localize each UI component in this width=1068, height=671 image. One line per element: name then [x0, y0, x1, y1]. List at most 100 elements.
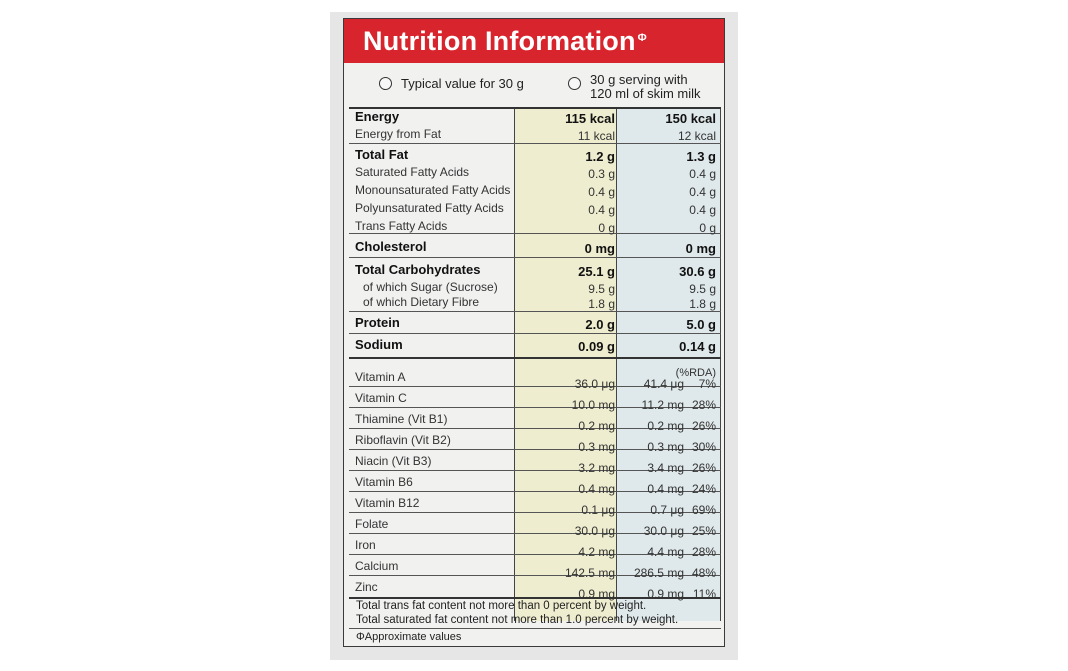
vitamin-amount-with-milk: 3.4 mg: [647, 461, 684, 475]
row-divider: [349, 233, 721, 234]
row-divider: [349, 386, 721, 387]
title-mark: Φ: [637, 32, 647, 44]
row-divider: [349, 470, 721, 471]
option-per-30g-radio-icon: [379, 77, 392, 90]
nutrient-label: Total Fat: [355, 147, 409, 162]
value-with-milk: 0 g: [699, 221, 716, 235]
option-with-milk-radio-icon: [568, 77, 581, 90]
option-per-30g-label: Typical value for 30 g: [401, 76, 524, 91]
row-divider: [349, 428, 721, 429]
vitamin-rda-percent: 11%: [692, 587, 716, 601]
vitamin-value-per-30g: 0.9 mg: [578, 587, 615, 601]
vitamin-value-per-30g: 4.2 mg: [578, 545, 615, 559]
nutrient-label: Energy from Fat: [355, 127, 442, 141]
vitamin-rda-percent: 26%: [691, 461, 716, 475]
value-with-milk: 12 kcal: [677, 129, 716, 143]
title-banner: Nutrition Information Φ: [344, 19, 724, 63]
vitamin-value-per-30g: 30.0 μg: [574, 524, 615, 538]
vitamin-label: Calcium: [355, 559, 399, 573]
value-per-30g: 25.1 g: [578, 264, 615, 279]
row-divider: [349, 512, 721, 513]
vitamin-value-per-30g: 0.2 mg: [578, 419, 615, 433]
vitamin-value-with-milk: 0.2 mg 26%: [626, 419, 716, 433]
value-per-30g: 1.8 g: [588, 297, 615, 311]
vitamin-label: Iron: [355, 538, 376, 552]
value-per-30g: 0.3 g: [588, 167, 615, 181]
value-per-30g: 2.0 g: [585, 317, 615, 332]
vitamin-value-with-milk: 11.2 mg 28%: [626, 398, 716, 412]
value-per-30g: 1.2 g: [585, 149, 615, 164]
row-divider: [349, 575, 721, 576]
value-with-milk: 9.5 g: [689, 282, 716, 296]
vitamin-value-with-milk: 0.7 μg 69%: [626, 503, 716, 517]
vitamin-value-with-milk: 30.0 μg 25%: [626, 524, 716, 538]
vitamin-label: Vitamin B6: [355, 475, 413, 489]
value-per-30g: 115 kcal: [565, 111, 615, 126]
value-with-milk: 1.8 g: [689, 297, 716, 311]
vitamin-rda-percent: 7%: [698, 377, 716, 391]
nutrient-label: Sodium: [355, 337, 403, 352]
value-per-30g: 0 g: [598, 221, 615, 235]
value-per-30g: 0.09 g: [578, 339, 615, 354]
vitamin-value-with-milk: 4.4 mg 28%: [626, 545, 716, 559]
value-with-milk: 30.6 g: [679, 264, 716, 279]
row-divider: [349, 333, 721, 334]
vitamin-label: Vitamin A: [355, 370, 406, 384]
row-divider: [349, 597, 721, 599]
option-with-milk-label-line2: 120 ml of skim milk: [590, 86, 701, 101]
vitamin-value-per-30g: 142.5 mg: [564, 566, 615, 580]
row-divider: [349, 407, 721, 408]
vitamin-value-with-milk: 0.4 mg 24%: [626, 482, 716, 496]
footnote-approximate: ΦApproximate values: [356, 631, 462, 643]
rda-header: (%RDA): [675, 367, 716, 379]
nutrient-label: Cholesterol: [355, 239, 427, 254]
vitamin-amount-with-milk: 0.7 μg: [650, 503, 684, 517]
value-per-30g: 0 mg: [584, 241, 615, 256]
nutrient-label: Total Carbohydrates: [355, 262, 481, 277]
vitamin-amount-with-milk: 4.4 mg: [647, 545, 684, 559]
vitamin-amount-with-milk: 0.3 mg: [647, 440, 684, 454]
row-divider: [349, 357, 721, 359]
vitamin-amount-with-milk: 11.2 mg: [641, 398, 684, 412]
vitamin-rda-percent: 30%: [691, 440, 716, 454]
panel-title: Nutrition Information: [363, 26, 636, 56]
row-divider: [349, 628, 721, 629]
nutrient-label: of which Sugar (Sucrose): [363, 280, 498, 294]
vitamin-label: Zinc: [355, 580, 378, 594]
column-per-30g: [514, 107, 617, 621]
vitamin-value-per-30g: 10.0 mg: [571, 398, 615, 412]
vitamin-rda-percent: 28%: [691, 545, 716, 559]
value-with-milk: 0.4 g: [689, 203, 716, 217]
nutrient-label: Monounsaturated Fatty Acids: [355, 183, 511, 197]
vitamin-label: Riboflavin (Vit B2): [355, 433, 451, 447]
vitamin-rda-percent: 26%: [691, 419, 716, 433]
vitamin-value-per-30g: 36.0 μg: [574, 377, 615, 391]
row-divider: [349, 491, 721, 492]
vitamin-amount-with-milk: 0.4 mg: [647, 482, 684, 496]
vitamin-value-with-milk: 0.3 mg 30%: [626, 440, 716, 454]
nutrient-label: Trans Fatty Acids: [355, 219, 448, 233]
vitamin-value-with-milk: 286.5 mg 48%: [626, 566, 716, 580]
vitamin-rda-percent: 28%: [691, 398, 716, 412]
value-with-milk: 150 kcal: [665, 111, 716, 126]
vitamin-amount-with-milk: 41.4 μg: [643, 377, 684, 391]
vitamin-value-per-30g: 3.2 mg: [578, 461, 615, 475]
value-with-milk: 5.0 g: [686, 317, 716, 332]
value-per-30g: 0.4 g: [588, 185, 615, 199]
vitamin-amount-with-milk: 30.0 μg: [643, 524, 684, 538]
value-with-milk: 0.14 g: [679, 339, 716, 354]
nutrient-label: Energy: [355, 109, 400, 124]
vitamin-rda-percent: 48%: [691, 566, 716, 580]
row-divider: [349, 257, 721, 258]
vitamin-label: Vitamin C: [355, 391, 407, 405]
vitamin-value-per-30g: 0.3 mg: [578, 440, 615, 454]
value-with-milk: 1.3 g: [686, 149, 716, 164]
vitamin-label: Niacin (Vit B3): [355, 454, 432, 468]
nutrient-label: of which Dietary Fibre: [363, 295, 480, 309]
row-divider: [349, 107, 721, 109]
vitamin-amount-with-milk: 0.2 mg: [647, 419, 684, 433]
row-divider: [349, 533, 721, 534]
value-with-milk: 0 mg: [685, 241, 716, 256]
option-with-milk-label-line1: 30 g serving with: [590, 72, 688, 87]
vitamin-label: Vitamin B12: [355, 496, 420, 510]
